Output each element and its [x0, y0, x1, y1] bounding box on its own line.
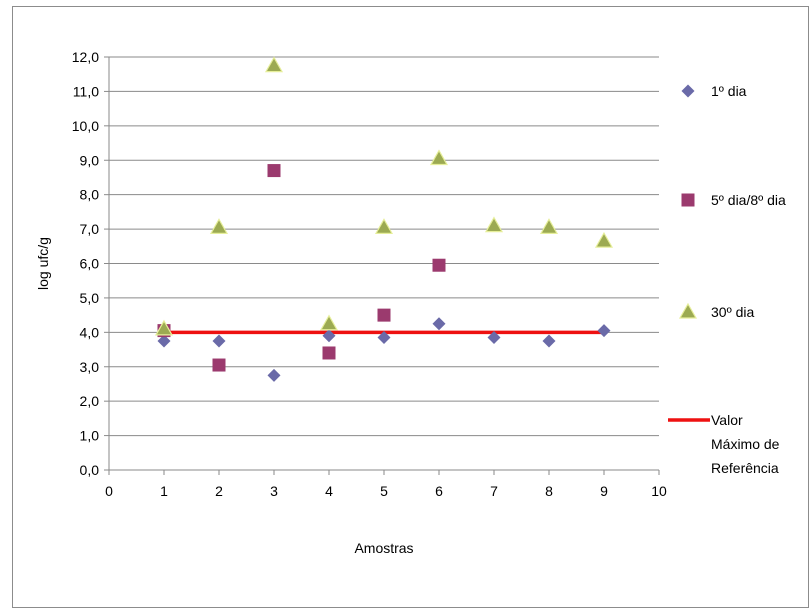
legend-reference-label: Valor	[711, 412, 743, 428]
x-tick-label: 4	[325, 483, 333, 499]
data-point-diamond	[322, 329, 336, 343]
gridlines	[109, 56, 659, 437]
data-point-square	[432, 258, 446, 272]
y-tick-labels: 0,0 1,0 2,0 3,0 4,0 5,0 6,0 7,0 8,0 9,0 10,0 11,0 12…	[72, 49, 99, 478]
y-tick-label: 12,0	[72, 49, 99, 65]
data-point-triangle	[594, 231, 614, 248]
x-axis-title: Amostras	[354, 540, 413, 556]
data-point-triangle	[264, 56, 284, 73]
x-tick-label: 3	[270, 483, 278, 499]
data-point-diamond	[597, 324, 611, 338]
data-point-diamond	[487, 330, 501, 344]
x-tick-label: 1	[160, 483, 168, 499]
data-point-triangle	[374, 218, 394, 234]
legend-label: 30º dia	[711, 304, 754, 320]
y-tick-label: 6,0	[80, 256, 100, 272]
y-tick-label: 3,0	[80, 359, 100, 375]
data-point-diamond	[432, 317, 446, 331]
legend-reference-label: Referência	[711, 460, 779, 476]
y-axis-title: log ufc/g	[35, 237, 51, 290]
x-tick-label: 9	[600, 483, 608, 499]
legend-label: 5º dia/8º dia	[711, 192, 786, 208]
x-tick-label: 5	[380, 483, 388, 499]
y-tick-label: 9,0	[80, 152, 100, 168]
legend: 1º dia 5º dia/8º dia 30º dia Valor Máximo de…	[668, 83, 786, 476]
legend-label: 1º dia	[711, 83, 747, 99]
data-point-diamond	[267, 368, 281, 382]
x-tick-label: 6	[435, 483, 443, 499]
data-point-diamond	[212, 334, 226, 348]
data-point-triangle	[209, 218, 229, 234]
data-point-triangle	[319, 314, 339, 331]
data-point-diamond	[377, 330, 391, 344]
data-point-triangle	[154, 319, 174, 336]
y-tick-label: 2,0	[80, 393, 100, 409]
data-point-square	[322, 346, 336, 360]
y-tick-label: 0,0	[80, 462, 100, 478]
axes	[104, 56, 660, 475]
x-tick-label: 0	[105, 483, 113, 499]
data-point-diamond	[542, 334, 556, 348]
legend-reference-label: Máximo de	[711, 436, 780, 452]
legend-marker-diamond	[681, 84, 695, 98]
y-tick-label: 8,0	[80, 187, 100, 203]
x-tick-label: 10	[651, 483, 667, 499]
data-point-square	[212, 358, 226, 372]
x-tick-label: 7	[490, 483, 498, 499]
data-point-diamond	[157, 334, 171, 348]
data-point-square	[267, 164, 281, 178]
x-tick-label: 8	[545, 483, 553, 499]
y-tick-label: 10,0	[72, 118, 99, 134]
data-point-triangle	[539, 218, 559, 234]
x-tick-label: 2	[215, 483, 223, 499]
x-tick-labels: 0 1 2 3 4 5 6 7 8 9 10	[105, 483, 667, 499]
legend-marker-square	[681, 193, 695, 207]
chart-frame	[12, 6, 809, 608]
data-point-triangle	[429, 149, 449, 166]
data-point-triangle	[484, 216, 504, 233]
data-point-square	[377, 308, 391, 322]
y-tick-label: 7,0	[80, 221, 100, 237]
y-tick-label: 1,0	[80, 428, 100, 444]
scatter-chart: 0,01,02,03,04,05,06,07,08,09,010,011,012…	[35, 49, 786, 556]
y-tick-label: 4,0	[80, 324, 100, 340]
y-tick-label: 11,0	[73, 83, 99, 99]
data-points	[154, 56, 614, 382]
y-tick-label: 5,0	[80, 290, 100, 306]
legend-marker-triangle	[678, 302, 698, 319]
